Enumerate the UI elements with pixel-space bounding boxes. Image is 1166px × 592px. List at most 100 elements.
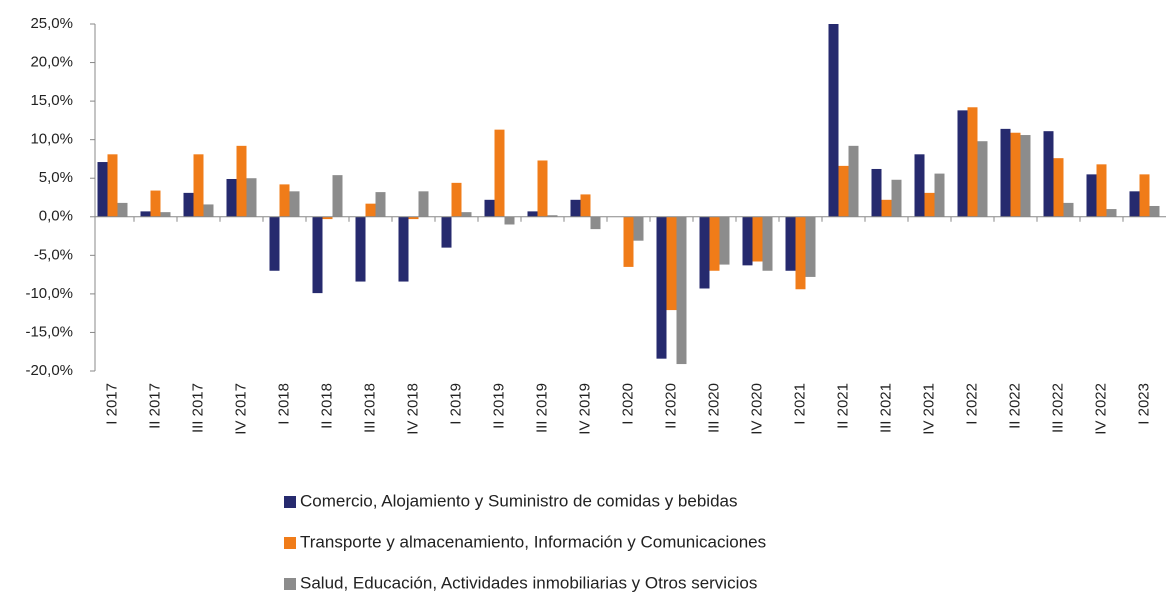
- bar: [289, 191, 300, 217]
- bar: [97, 162, 108, 217]
- bar: [398, 216, 409, 282]
- x-tick-label: I 2017: [103, 383, 120, 425]
- bar: [107, 154, 118, 217]
- bar: [1053, 158, 1064, 217]
- bar: [461, 212, 472, 217]
- y-tick-label: 5,0%: [39, 169, 73, 186]
- legend-swatch: [284, 537, 296, 549]
- bar: [547, 215, 558, 217]
- bar: [279, 184, 290, 217]
- x-tick-label: III 2019: [533, 383, 550, 433]
- y-tick-label: 0,0%: [39, 208, 73, 225]
- bar: [269, 216, 280, 271]
- bar: [183, 192, 194, 217]
- y-tick-label: 25,0%: [30, 15, 73, 32]
- bar: [117, 202, 128, 217]
- x-tick-label: IV 2017: [232, 383, 249, 435]
- legend-swatch: [284, 496, 296, 508]
- x-tick-label: IV 2022: [1092, 383, 1109, 435]
- bar: [504, 216, 515, 225]
- bar: [408, 216, 419, 220]
- bar: [590, 216, 601, 230]
- x-tick-label: III 2022: [1049, 383, 1066, 433]
- x-tick-label: I 2021: [791, 383, 808, 425]
- bar: [418, 191, 429, 217]
- bar: [226, 178, 237, 217]
- bar: [312, 216, 323, 294]
- x-tick-label: IV 2018: [404, 383, 421, 435]
- bar: [676, 216, 687, 365]
- bar: [785, 216, 796, 271]
- bar: [332, 175, 343, 217]
- bar: [805, 216, 816, 277]
- bar: [203, 204, 214, 217]
- x-tick-label: III 2017: [189, 383, 206, 433]
- bar: [762, 216, 773, 271]
- x-tick-label: II 2018: [318, 383, 335, 429]
- bar: [871, 168, 882, 217]
- bar: [1043, 131, 1054, 217]
- bar: [666, 216, 677, 311]
- bar: [709, 216, 720, 271]
- bar: [891, 179, 902, 217]
- bar: [355, 216, 366, 282]
- bar: [236, 145, 247, 217]
- bar: [494, 129, 505, 217]
- x-tick-label: IV 2021: [920, 383, 937, 435]
- bar: [375, 192, 386, 217]
- bar: [967, 107, 978, 217]
- bar: [537, 160, 548, 217]
- x-tick-label: I 2019: [447, 383, 464, 425]
- bar: [914, 154, 925, 217]
- bar: [451, 182, 462, 217]
- x-tick-label: II 2020: [662, 383, 679, 429]
- bar: [1096, 164, 1107, 217]
- bar: [934, 173, 945, 217]
- x-tick-label: III 2018: [361, 383, 378, 433]
- bar: [1020, 135, 1031, 217]
- legend-label: Transporte y almacenamiento, Información…: [300, 532, 766, 551]
- x-tick-label: I 2018: [275, 383, 292, 425]
- bar: [160, 212, 171, 217]
- bar: [977, 141, 988, 217]
- bar: [484, 199, 495, 217]
- y-tick-label: 20,0%: [30, 54, 73, 71]
- legend-label: Salud, Educación, Actividades inmobiliar…: [300, 573, 757, 592]
- y-tick-label: 15,0%: [30, 92, 73, 109]
- bar: [570, 199, 581, 217]
- bar: [1000, 128, 1011, 217]
- bar: [848, 145, 859, 217]
- bar: [881, 199, 892, 217]
- y-tick-label: 10,0%: [30, 131, 73, 148]
- x-tick-label: I 2022: [963, 383, 980, 425]
- bar: [828, 24, 839, 217]
- bar: [719, 216, 730, 265]
- x-tick-label: II 2017: [146, 383, 163, 429]
- bar: [1086, 174, 1097, 217]
- bar: [140, 211, 151, 217]
- bar: [246, 178, 257, 217]
- bar: [527, 211, 538, 217]
- bar: [699, 216, 710, 289]
- bar: [1139, 174, 1150, 217]
- bar: [150, 190, 161, 217]
- y-tick-label: -5,0%: [34, 246, 73, 263]
- bar: [1106, 209, 1117, 217]
- y-tick-label: -15,0%: [25, 323, 73, 340]
- bar: [1010, 132, 1021, 217]
- x-tick-label: II 2021: [834, 383, 851, 429]
- x-tick-label: II 2022: [1006, 383, 1023, 429]
- x-tick-label: III 2020: [705, 383, 722, 433]
- legend-label: Comercio, Alojamiento y Suministro de co…: [300, 491, 737, 510]
- bar: [838, 165, 849, 217]
- y-tick-label: -20,0%: [25, 362, 73, 379]
- bar: [580, 194, 591, 217]
- x-tick-label: IV 2019: [576, 383, 593, 435]
- bar: [633, 216, 644, 241]
- bar: [322, 216, 333, 220]
- bar: [193, 154, 204, 217]
- bar: [957, 110, 968, 217]
- bar: [752, 216, 763, 262]
- bar: [795, 216, 806, 290]
- x-tick-label: II 2019: [490, 383, 507, 429]
